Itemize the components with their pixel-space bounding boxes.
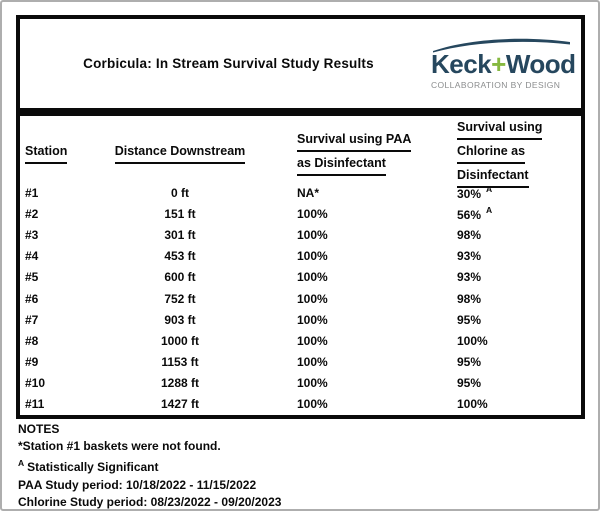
distance-cell: 0 ft	[171, 185, 189, 200]
distance-cell: 151 ft	[164, 206, 196, 221]
chlorine-survival-cell: 100%	[457, 333, 488, 348]
notes-title: NOTES	[18, 422, 60, 436]
column-header: Survival using PAA as Disinfectant	[265, 128, 425, 176]
logo-plus-sign: +	[491, 49, 506, 79]
paa-survival-cell: 100%	[297, 312, 328, 327]
page-title: Corbicula: In Stream Survival Study Resu…	[83, 56, 374, 71]
chlorine-survival-cell: 98%	[457, 291, 482, 306]
chlorine-survival-cell: 98%	[457, 227, 482, 242]
table-row: #8 1000 ft 100% 100%	[20, 330, 581, 351]
paa-survival-cell: 100%	[297, 206, 328, 221]
table-row: #5 600 ft 100% 93%	[20, 267, 581, 288]
station-cell: #3	[25, 227, 39, 242]
station-cell: #4	[25, 249, 39, 264]
paa-survival-cell: 100%	[297, 249, 328, 264]
paa-survival-cell: NA*	[297, 185, 320, 200]
distance-cell: 1000 ft	[160, 333, 200, 348]
table-row: #2 151 ft 100% 56% A	[20, 203, 581, 224]
logo-wordmark: Keck+Wood	[431, 49, 576, 79]
table-row: #3 301 ft 100% 98%	[20, 224, 581, 245]
paa-survival-cell: 100%	[297, 355, 328, 370]
chlorine-survival-cell: 95%	[457, 312, 482, 327]
distance-cell: 453 ft	[164, 249, 196, 264]
table-header-row: Station Distance Downstream Survival using…	[20, 116, 581, 188]
table-row: #4 453 ft 100% 93%	[20, 246, 581, 267]
table-row: #7 903 ft 100% 95%	[20, 309, 581, 330]
station-cell: #10	[25, 376, 46, 391]
paa-survival-cell: 100%	[297, 291, 328, 306]
results-table: Station Distance Downstream Survival using…	[16, 112, 585, 419]
chlorine-survival-cell: 100%	[457, 397, 488, 412]
table-row: #9 1153 ft 100% 95%	[20, 352, 581, 373]
statistical-significance-superscript: A	[486, 183, 493, 194]
notes-section: NOTES *Station #1 baskets were not found…	[18, 421, 578, 511]
logo-word-wood: Wood	[505, 49, 576, 79]
chlorine-survival-cell: 56% A	[457, 204, 493, 222]
table-row: #11 1427 ft 100% 100%	[20, 394, 581, 415]
distance-cell: 1288 ft	[160, 376, 200, 391]
column-header: Station	[20, 140, 95, 164]
chlorine-survival-cell: 93%	[457, 249, 482, 264]
statistical-significance-superscript: A	[486, 204, 493, 215]
paa-survival-cell: 100%	[297, 333, 328, 348]
note-line: Chlorine Study period: 08/23/2022 - 09/2…	[18, 494, 282, 509]
note-superscript: A	[18, 458, 25, 469]
logo-tagline: COLLABORATION BY DESIGN	[431, 80, 561, 90]
note-line: *Station #1 baskets were not found.	[18, 439, 221, 454]
distance-cell: 1153 ft	[161, 355, 199, 370]
station-cell: #1	[25, 185, 39, 200]
paa-survival-cell: 100%	[297, 376, 328, 391]
paa-survival-cell: 100%	[297, 270, 328, 285]
station-cell: #5	[25, 270, 39, 285]
note-line: A Statistically Significant	[18, 458, 159, 475]
distance-cell: 752 ft	[164, 291, 196, 306]
paa-survival-cell: 100%	[297, 227, 328, 242]
report-header: Corbicula: In Stream Survival Study Resu…	[16, 15, 585, 112]
column-header: Survival using Chlorine as Disinfectant	[425, 116, 581, 188]
column-header: Distance Downstream	[95, 140, 265, 164]
station-cell: #8	[25, 333, 39, 348]
chlorine-survival-cell: 30% A	[457, 183, 493, 201]
logo-swoosh-icon	[433, 38, 570, 53]
distance-cell: 301 ft	[164, 227, 196, 242]
chlorine-survival-cell: 95%	[457, 355, 482, 370]
table-row: #10 1288 ft 100% 95%	[20, 373, 581, 394]
distance-cell: 1427 ft	[160, 397, 200, 412]
station-cell: #9	[25, 355, 39, 370]
station-cell: #11	[25, 397, 45, 412]
keck-wood-logo: Keck+Wood COLLABORATION BY DESIGN	[431, 37, 576, 90]
chlorine-survival-cell: 95%	[457, 376, 482, 391]
table-row: #1 0 ft NA* 30% A	[20, 182, 581, 203]
station-cell: #6	[25, 291, 39, 306]
chlorine-survival-cell: 93%	[457, 270, 482, 285]
note-line: PAA Study period: 10/18/2022 - 11/15/202…	[18, 477, 257, 492]
station-cell: #7	[25, 312, 39, 327]
paa-survival-cell: 100%	[297, 397, 328, 412]
station-cell: #2	[25, 206, 39, 221]
table-body: #1 0 ft NA* 30% A #2 151 ft 100% 56% A #3 301 ft 100…	[20, 182, 581, 415]
distance-cell: 903 ft	[164, 312, 196, 327]
logo-word-keck: Keck	[431, 49, 492, 79]
distance-cell: 600 ft	[164, 270, 196, 285]
table-row: #6 752 ft 100% 98%	[20, 288, 581, 309]
